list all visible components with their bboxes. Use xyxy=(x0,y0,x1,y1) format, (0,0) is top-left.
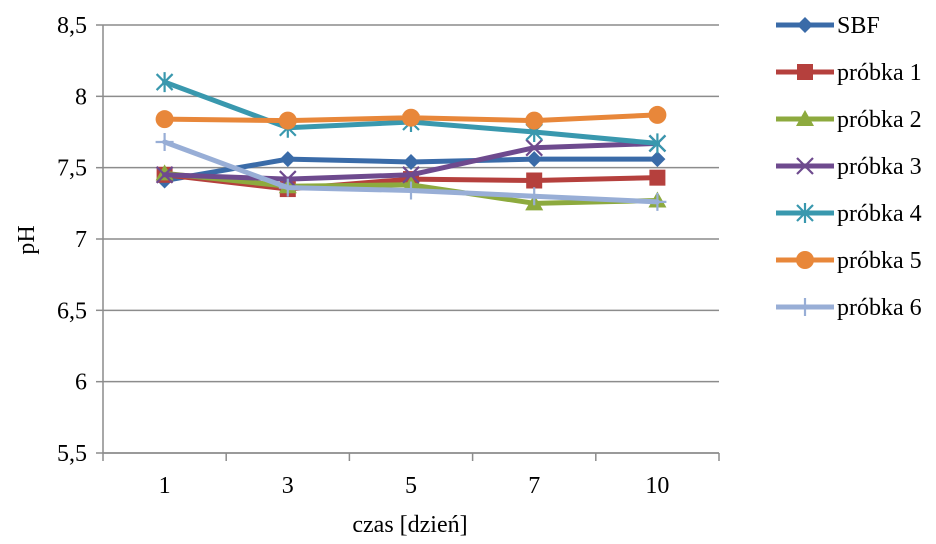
data-point xyxy=(278,111,297,130)
x-axis-title: czas [dzień] xyxy=(352,512,467,538)
legend-item: próbka 2 xyxy=(776,107,922,133)
y-tick-label: 7 xyxy=(75,227,87,253)
data-point xyxy=(278,178,297,197)
legend-marker xyxy=(796,298,814,316)
x-tick-label: 7 xyxy=(528,473,540,499)
legend-item: próbka 6 xyxy=(776,295,922,321)
data-point xyxy=(402,108,420,127)
x-tick-label: 3 xyxy=(282,473,294,499)
data-point xyxy=(155,110,174,129)
data-point xyxy=(402,181,420,200)
data-point xyxy=(526,172,543,189)
data-point xyxy=(155,72,174,93)
legend-label: próbka 3 xyxy=(837,154,922,180)
axes xyxy=(96,24,720,461)
legend-item: próbka 5 xyxy=(776,248,922,274)
data-point xyxy=(649,151,666,168)
legend-marker xyxy=(796,251,814,269)
data-point xyxy=(402,166,420,184)
x-tick-label: 10 xyxy=(645,473,669,499)
legend-label: próbka 6 xyxy=(837,295,922,321)
legend-marker xyxy=(796,110,814,126)
y-tick-label: 6 xyxy=(75,370,87,396)
data-point xyxy=(279,151,296,168)
legend-item: SBF xyxy=(776,13,880,39)
data-point xyxy=(526,151,543,168)
data-point xyxy=(649,169,666,186)
y-tick-label: 6,5 xyxy=(57,298,87,324)
x-tick-label: 5 xyxy=(405,473,417,499)
data-point xyxy=(155,132,174,151)
legend-marker xyxy=(796,157,814,175)
legend-item: próbka 3 xyxy=(776,154,922,180)
y-tick-label: 8,5 xyxy=(57,13,87,39)
y-tick-label: 8 xyxy=(75,84,87,110)
y-axis-title: pH xyxy=(14,225,40,254)
legend-label: SBF xyxy=(837,13,880,39)
data-point xyxy=(525,138,543,157)
data-point xyxy=(403,153,419,170)
legend-item: próbka 4 xyxy=(776,201,922,227)
legend-label: próbka 1 xyxy=(837,60,922,86)
data-point xyxy=(648,192,667,211)
legend-marker xyxy=(797,64,813,80)
y-tick-label: 7,5 xyxy=(57,156,87,182)
legend: SBF próbka 1 próbka 2 próbka 3 próbka 4 próbk… xyxy=(776,13,922,321)
legend-item: próbka 1 xyxy=(776,60,922,86)
legend-label: próbka 2 xyxy=(837,107,922,133)
legend-label: próbka 5 xyxy=(837,248,922,274)
x-tick-label: 1 xyxy=(159,473,171,499)
data-point xyxy=(648,133,667,154)
series-group xyxy=(155,72,667,211)
data-point xyxy=(155,166,174,184)
legend-label: próbka 4 xyxy=(837,201,922,227)
data-point xyxy=(525,111,544,130)
legend-marker xyxy=(796,203,814,223)
gridlines xyxy=(103,24,719,454)
legend-marker xyxy=(797,17,813,33)
data-point xyxy=(525,187,544,206)
data-point xyxy=(648,105,667,124)
tick-labels: 5,5 6 6,5 7 7,5 8 8,5 1 3 5 7 10 xyxy=(57,13,669,499)
y-tick-label: 5,5 xyxy=(57,441,87,467)
